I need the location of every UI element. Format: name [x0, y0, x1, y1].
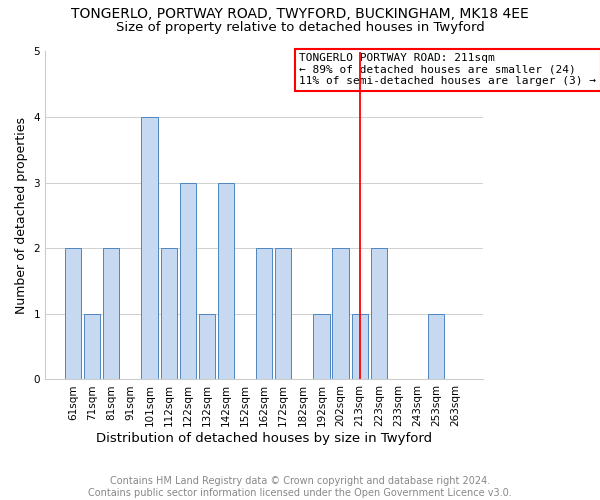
Bar: [332, 248, 349, 380]
Bar: [371, 248, 387, 380]
Bar: [103, 248, 119, 380]
Bar: [275, 248, 292, 380]
X-axis label: Distribution of detached houses by size in Twyford: Distribution of detached houses by size …: [96, 432, 432, 445]
Bar: [218, 182, 234, 380]
Text: Size of property relative to detached houses in Twyford: Size of property relative to detached ho…: [116, 21, 484, 34]
Bar: [313, 314, 329, 380]
Bar: [65, 248, 81, 380]
Bar: [428, 314, 444, 380]
Text: TONGERLO PORTWAY ROAD: 211sqm
← 89% of detached houses are smaller (24)
11% of s: TONGERLO PORTWAY ROAD: 211sqm ← 89% of d…: [299, 53, 596, 86]
Bar: [161, 248, 177, 380]
Bar: [179, 182, 196, 380]
Bar: [199, 314, 215, 380]
Bar: [256, 248, 272, 380]
Y-axis label: Number of detached properties: Number of detached properties: [15, 117, 28, 314]
Text: TONGERLO, PORTWAY ROAD, TWYFORD, BUCKINGHAM, MK18 4EE: TONGERLO, PORTWAY ROAD, TWYFORD, BUCKING…: [71, 8, 529, 22]
Bar: [142, 117, 158, 380]
Text: Contains HM Land Registry data © Crown copyright and database right 2024.
Contai: Contains HM Land Registry data © Crown c…: [88, 476, 512, 498]
Bar: [352, 314, 368, 380]
Bar: [84, 314, 100, 380]
